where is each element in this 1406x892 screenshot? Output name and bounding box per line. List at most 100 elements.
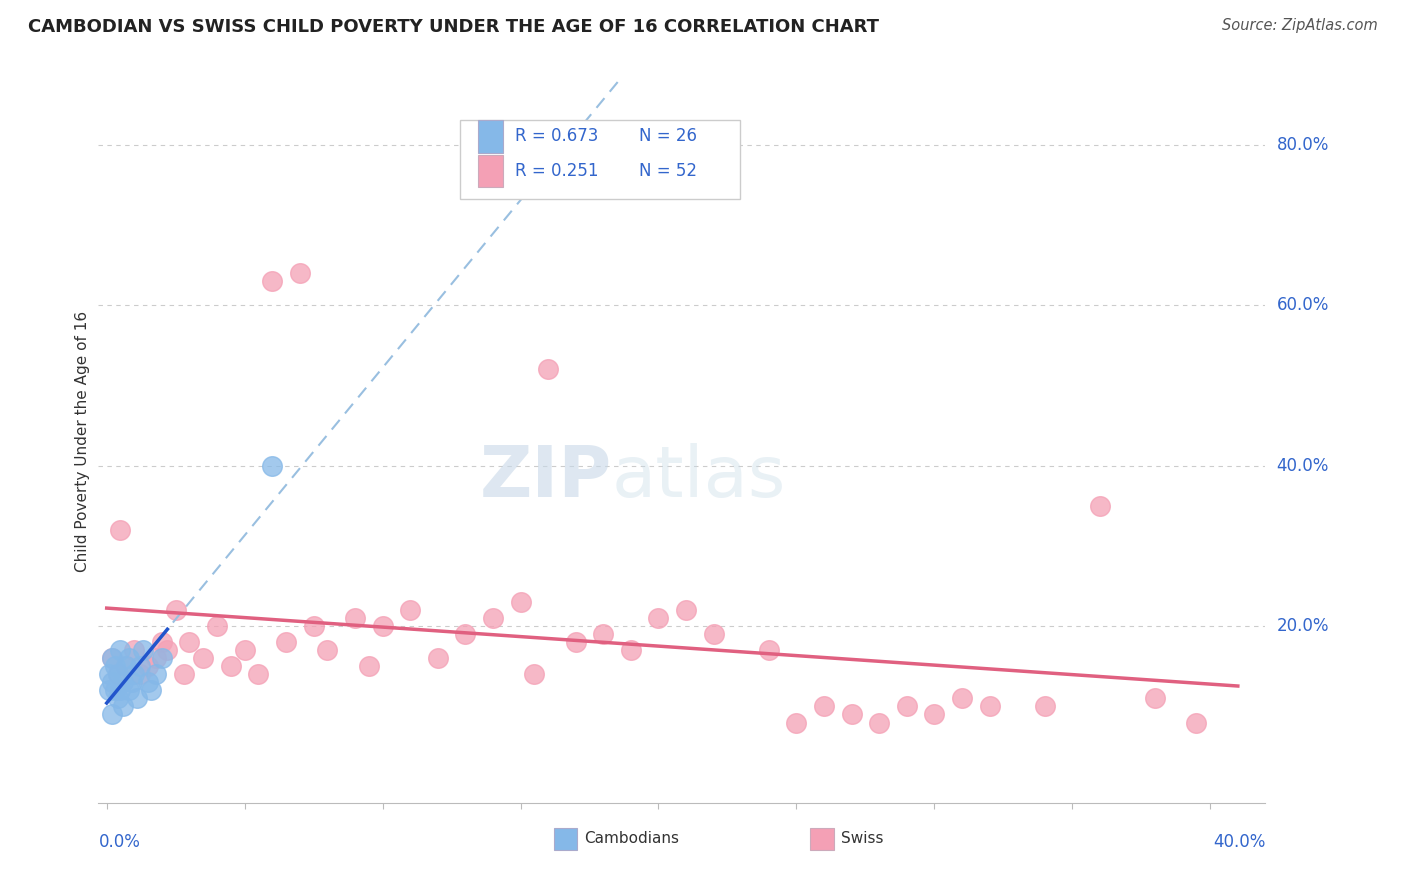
- Point: [121, 675, 143, 690]
- Point: [896, 699, 918, 714]
- Point: [112, 675, 135, 690]
- Point: [509, 595, 531, 609]
- Point: [302, 619, 325, 633]
- Point: [104, 683, 127, 698]
- Point: [107, 691, 129, 706]
- Bar: [554, 828, 576, 850]
- Point: [101, 675, 124, 690]
- Point: [675, 603, 697, 617]
- Point: [173, 667, 195, 681]
- FancyBboxPatch shape: [460, 120, 741, 200]
- Point: [357, 659, 380, 673]
- Point: [262, 458, 284, 473]
- Point: [110, 643, 132, 657]
- Point: [620, 643, 643, 657]
- Point: [426, 651, 449, 665]
- Point: [647, 611, 669, 625]
- Point: [482, 611, 505, 625]
- Bar: [478, 120, 503, 153]
- Point: [1185, 715, 1208, 730]
- Point: [758, 643, 780, 657]
- Point: [115, 659, 138, 673]
- Point: [979, 699, 1001, 714]
- Point: [371, 619, 394, 633]
- Point: [523, 667, 546, 681]
- Point: [247, 667, 270, 681]
- Point: [193, 651, 215, 665]
- Text: Source: ZipAtlas.com: Source: ZipAtlas.com: [1222, 18, 1378, 33]
- Point: [136, 675, 159, 690]
- Point: [128, 667, 150, 681]
- Point: [564, 635, 586, 649]
- Point: [107, 667, 129, 681]
- Point: [950, 691, 973, 706]
- Text: ZIP: ZIP: [479, 443, 612, 512]
- Text: CAMBODIAN VS SWISS CHILD POVERTY UNDER THE AGE OF 16 CORRELATION CHART: CAMBODIAN VS SWISS CHILD POVERTY UNDER T…: [28, 18, 879, 36]
- Point: [592, 627, 614, 641]
- Point: [179, 635, 201, 649]
- Point: [110, 683, 132, 698]
- Text: R = 0.673: R = 0.673: [515, 128, 599, 145]
- Text: atlas: atlas: [612, 443, 786, 512]
- Point: [110, 523, 132, 537]
- Point: [98, 683, 121, 698]
- Point: [101, 651, 124, 665]
- Text: R = 0.251: R = 0.251: [515, 162, 599, 180]
- Point: [288, 266, 311, 280]
- Point: [98, 667, 121, 681]
- Point: [124, 643, 146, 657]
- Text: N = 26: N = 26: [638, 128, 697, 145]
- Point: [924, 707, 946, 722]
- Point: [118, 651, 141, 665]
- Text: 40.0%: 40.0%: [1213, 833, 1265, 851]
- Point: [145, 651, 167, 665]
- Y-axis label: Child Poverty Under the Age of 16: Child Poverty Under the Age of 16: [75, 311, 90, 572]
- Point: [165, 603, 187, 617]
- Text: Swiss: Swiss: [841, 831, 883, 847]
- Point: [150, 651, 173, 665]
- Point: [107, 667, 129, 681]
- Point: [785, 715, 807, 730]
- Point: [343, 611, 366, 625]
- Point: [274, 635, 297, 649]
- Point: [118, 683, 141, 698]
- Point: [145, 667, 167, 681]
- Point: [205, 619, 228, 633]
- Point: [868, 715, 890, 730]
- Text: 80.0%: 80.0%: [1277, 136, 1329, 153]
- Point: [115, 659, 138, 673]
- Point: [399, 603, 422, 617]
- Point: [125, 691, 148, 706]
- Point: [124, 667, 146, 681]
- Text: 60.0%: 60.0%: [1277, 296, 1329, 314]
- Point: [136, 659, 159, 673]
- Point: [139, 683, 162, 698]
- Bar: [478, 154, 503, 187]
- Point: [1088, 499, 1111, 513]
- Point: [813, 699, 835, 714]
- Point: [703, 627, 725, 641]
- Point: [104, 659, 127, 673]
- Point: [101, 707, 124, 722]
- Point: [101, 651, 124, 665]
- Point: [1144, 691, 1167, 706]
- Point: [112, 699, 135, 714]
- Point: [537, 362, 560, 376]
- Point: [262, 274, 284, 288]
- Bar: [810, 828, 834, 850]
- Text: N = 52: N = 52: [638, 162, 697, 180]
- Point: [156, 643, 179, 657]
- Text: 0.0%: 0.0%: [98, 833, 141, 851]
- Point: [841, 707, 863, 722]
- Point: [233, 643, 256, 657]
- Point: [131, 643, 153, 657]
- Point: [316, 643, 339, 657]
- Text: Cambodians: Cambodians: [583, 831, 679, 847]
- Point: [1033, 699, 1056, 714]
- Point: [454, 627, 477, 641]
- Text: 40.0%: 40.0%: [1277, 457, 1329, 475]
- Text: 20.0%: 20.0%: [1277, 617, 1329, 635]
- Point: [150, 635, 173, 649]
- Point: [128, 659, 150, 673]
- Point: [219, 659, 242, 673]
